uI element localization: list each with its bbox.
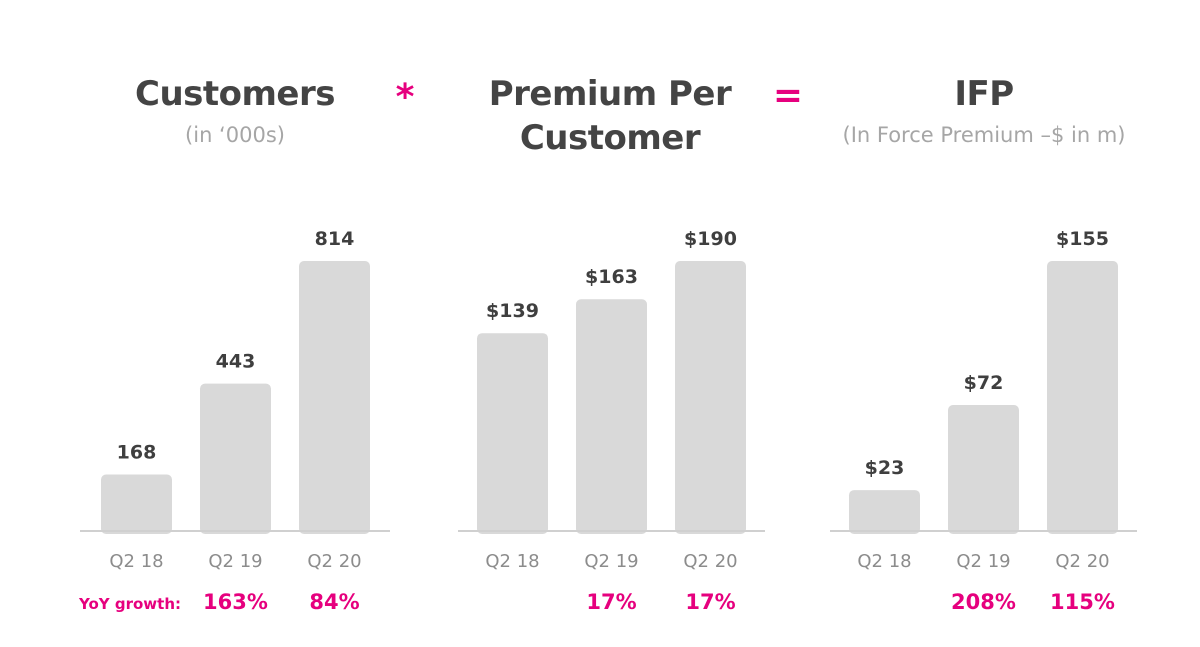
yoy-growth-value: 17%: [685, 590, 735, 614]
x-tick-label: Q2 19: [208, 551, 262, 572]
multiply-operator: *: [395, 77, 415, 118]
bar: [849, 490, 920, 534]
x-tick-label: Q2 19: [584, 551, 638, 572]
ifp-chart: $23 Q2 18 $72 Q2 19 208% $155 Q2 20 115%: [830, 228, 1137, 614]
ifp-title: IFP: [954, 74, 1014, 114]
yoy-growth-value: 163%: [203, 590, 268, 614]
customers-subtitle: (in ‘000s): [185, 123, 285, 147]
bar: [101, 474, 172, 534]
yoy-growth-value: 208%: [951, 590, 1016, 614]
bar-value-label: $155: [1056, 228, 1109, 250]
yoy-growth-value: 17%: [586, 590, 636, 614]
bar-value-label: 814: [315, 228, 355, 250]
premium-per-customer-chart: $139 Q2 18 $163 Q2 19 17% $190 Q2 20 17%: [458, 228, 765, 614]
bar-value-label: 443: [216, 351, 256, 373]
x-tick-label: Q2 20: [307, 551, 361, 572]
x-tick-label: Q2 18: [857, 551, 911, 572]
bar: [675, 261, 746, 534]
customers-title: Customers: [135, 74, 336, 114]
bar: [200, 383, 271, 534]
x-tick-label: Q2 19: [956, 551, 1010, 572]
ifp-subtitle: (In Force Premium –$ in m): [842, 123, 1126, 147]
x-tick-label: Q2 18: [109, 551, 163, 572]
bar-value-label: $23: [865, 457, 905, 479]
yoy-growth-value: 84%: [309, 590, 359, 614]
yoy-growth-label: YoY growth:: [78, 595, 181, 613]
x-tick-label: Q2 20: [1055, 551, 1109, 572]
bar-value-label: 168: [117, 441, 157, 463]
bar: [477, 333, 548, 534]
yoy-growth-value: 115%: [1050, 590, 1115, 614]
bar: [576, 299, 647, 534]
bar-value-label: $163: [585, 266, 638, 288]
bar: [948, 405, 1019, 534]
equals-operator: =: [772, 75, 804, 116]
premium-per-customer-title: Premium Per Customer: [488, 74, 732, 158]
bar-value-label: $139: [486, 300, 539, 322]
bar-value-label: $190: [684, 228, 737, 250]
bar: [299, 261, 370, 534]
bar-value-label: $72: [964, 372, 1004, 394]
x-tick-label: Q2 20: [683, 551, 737, 572]
bar: [1047, 261, 1118, 534]
customers-chart: 168 Q2 18 443 Q2 19 163% 814 Q2 20 84%: [80, 228, 390, 614]
x-tick-label: Q2 18: [485, 551, 539, 572]
